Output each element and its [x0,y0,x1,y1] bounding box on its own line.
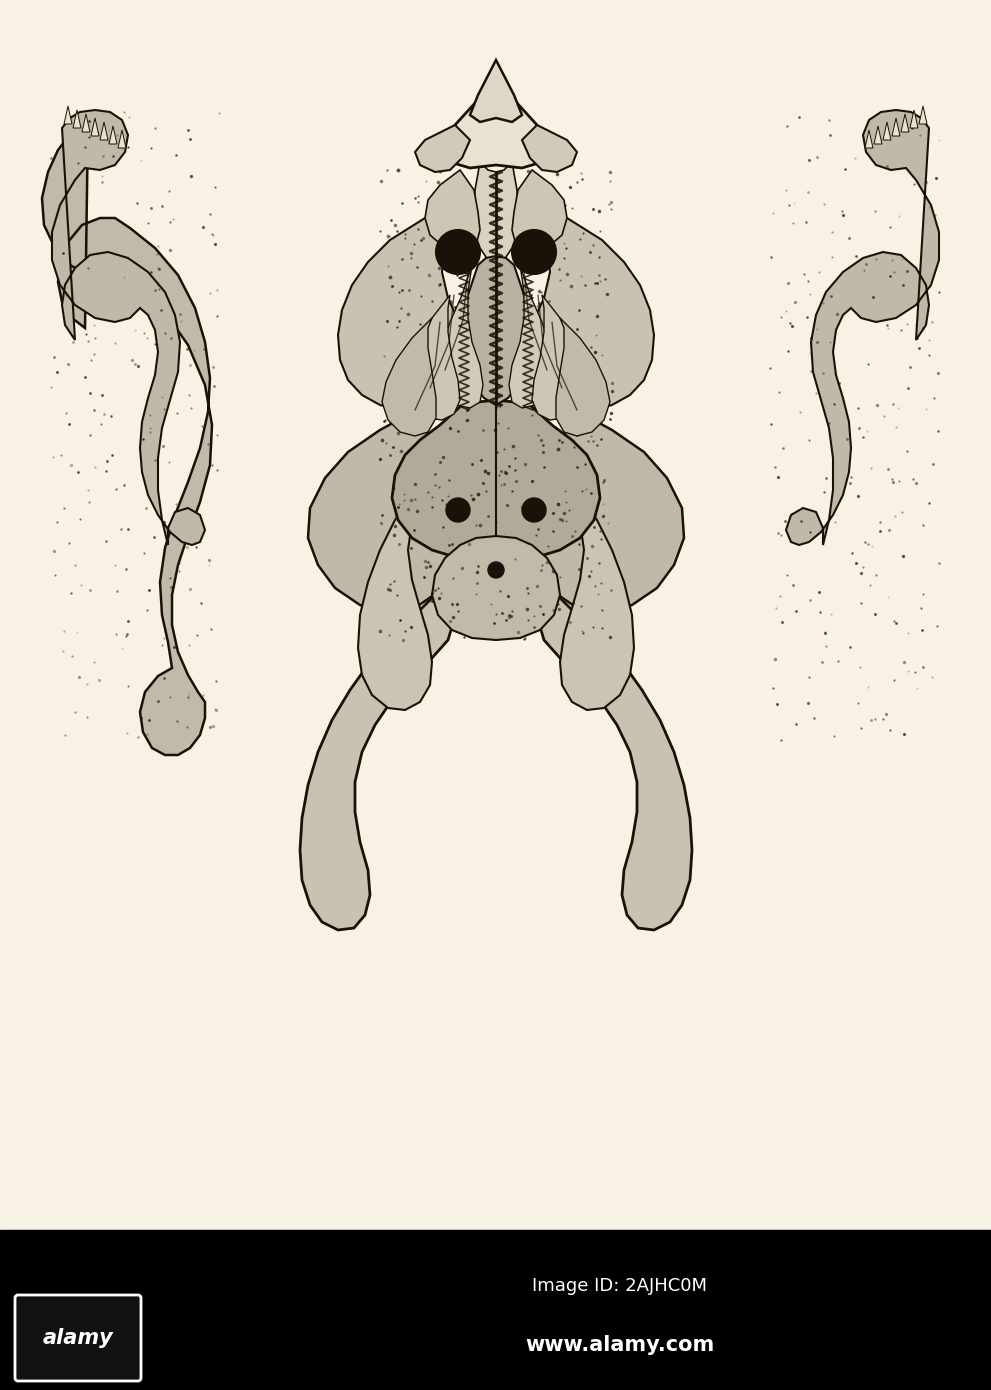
Text: Image ID: 2AJHC0M: Image ID: 2AJHC0M [532,1277,708,1295]
Polygon shape [874,126,882,145]
Polygon shape [534,409,684,612]
Polygon shape [440,265,483,409]
Polygon shape [91,118,99,136]
Circle shape [446,498,470,523]
Circle shape [436,229,480,274]
Polygon shape [910,110,918,128]
Polygon shape [865,131,873,147]
Polygon shape [474,163,518,264]
Circle shape [488,562,504,578]
FancyBboxPatch shape [15,1295,141,1382]
Polygon shape [892,118,900,136]
Polygon shape [432,537,560,639]
Polygon shape [532,295,584,420]
Polygon shape [462,256,530,404]
Polygon shape [425,170,480,252]
Polygon shape [883,122,891,140]
Polygon shape [73,110,81,128]
Polygon shape [300,592,454,930]
Polygon shape [52,110,205,545]
Circle shape [522,498,546,523]
Polygon shape [382,318,436,436]
Circle shape [512,229,556,274]
Polygon shape [528,218,654,410]
Polygon shape [786,110,939,545]
Polygon shape [901,114,909,132]
Bar [0,1230,991,1390]
Polygon shape [100,122,108,140]
Polygon shape [338,218,464,410]
Polygon shape [308,409,458,612]
Polygon shape [408,295,460,420]
Polygon shape [392,400,600,560]
Polygon shape [415,125,470,172]
Polygon shape [358,460,435,710]
Polygon shape [538,592,692,930]
Polygon shape [42,122,212,755]
Polygon shape [522,125,577,172]
Polygon shape [64,106,72,124]
Polygon shape [82,114,90,132]
Polygon shape [445,81,547,168]
Polygon shape [556,318,610,436]
Polygon shape [109,126,117,145]
Polygon shape [557,460,634,710]
Polygon shape [509,265,552,409]
Bar [0,0,991,1230]
Polygon shape [470,60,522,122]
Text: alamy: alamy [43,1327,113,1348]
Polygon shape [118,131,126,147]
Text: www.alamy.com: www.alamy.com [525,1336,715,1355]
Polygon shape [512,170,567,252]
Polygon shape [919,106,927,124]
